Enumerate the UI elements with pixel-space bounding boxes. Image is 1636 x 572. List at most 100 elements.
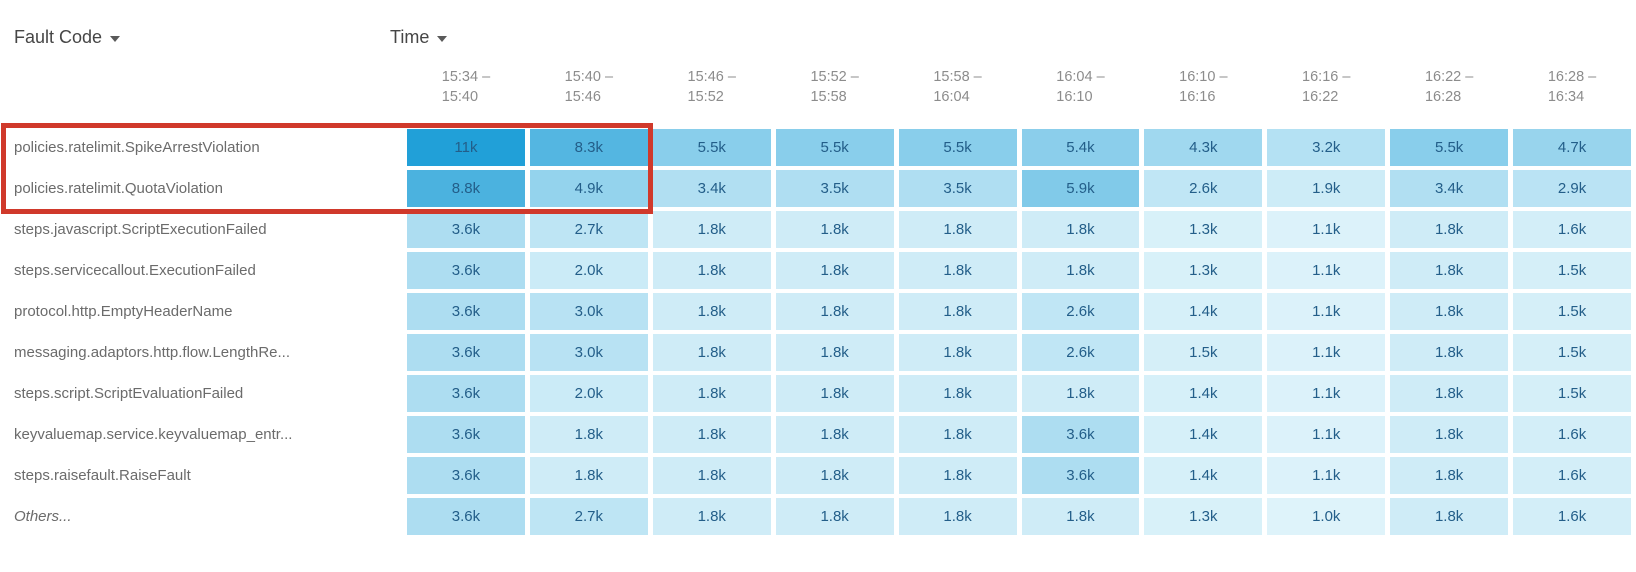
heatmap-cell[interactable]: 2.6k — [1021, 293, 1140, 330]
heatmap-cell[interactable]: 11k — [407, 129, 525, 166]
heatmap-cell[interactable]: 3.0k — [529, 293, 648, 330]
heatmap-cell[interactable]: 1.8k — [775, 252, 894, 289]
heatmap-cell[interactable]: 1.8k — [775, 498, 894, 535]
heatmap-cell[interactable]: 1.5k — [1513, 375, 1631, 412]
heatmap-cell[interactable]: 3.6k — [407, 498, 525, 535]
heatmap-cell[interactable]: 1.8k — [775, 334, 894, 371]
heatmap-cell[interactable]: 1.4k — [1144, 457, 1263, 494]
heatmap-cell[interactable]: 4.7k — [1513, 129, 1631, 166]
heatmap-cell[interactable]: 5.5k — [1390, 129, 1509, 166]
heatmap-cell[interactable]: 1.1k — [1267, 416, 1386, 453]
heatmap-cell[interactable]: 1.1k — [1267, 457, 1386, 494]
heatmap-cell[interactable]: 1.0k — [1267, 498, 1386, 535]
heatmap-cell[interactable]: 1.8k — [1390, 211, 1509, 248]
heatmap-cell[interactable]: 1.3k — [1144, 211, 1263, 248]
heatmap-cell[interactable]: 1.8k — [1021, 375, 1140, 412]
heatmap-cell[interactable]: 3.6k — [407, 334, 525, 371]
heatmap-cell[interactable]: 1.8k — [1390, 375, 1509, 412]
heatmap-cell[interactable]: 1.4k — [1144, 416, 1263, 453]
heatmap-cell[interactable]: 1.1k — [1267, 252, 1386, 289]
heatmap-cell[interactable]: 1.3k — [1144, 252, 1263, 289]
heatmap-cell[interactable]: 5.5k — [898, 129, 1017, 166]
heatmap-cell[interactable]: 3.6k — [407, 293, 525, 330]
heatmap-cell[interactable]: 1.8k — [775, 293, 894, 330]
fault-code-sort-dropdown[interactable]: Fault Code — [14, 27, 121, 48]
heatmap-cell[interactable]: 3.5k — [775, 170, 894, 207]
heatmap-cell[interactable]: 5.5k — [652, 129, 771, 166]
heatmap-cell[interactable]: 3.6k — [407, 416, 525, 453]
heatmap-cell[interactable]: 1.6k — [1513, 416, 1631, 453]
heatmap-cell[interactable]: 1.8k — [898, 498, 1017, 535]
heatmap-cell[interactable]: 1.8k — [1390, 334, 1509, 371]
heatmap-cell[interactable]: 1.8k — [1390, 293, 1509, 330]
heatmap-cell[interactable]: 5.9k — [1021, 170, 1140, 207]
heatmap-cell[interactable]: 1.1k — [1267, 211, 1386, 248]
heatmap-cell[interactable]: 1.8k — [898, 334, 1017, 371]
heatmap-cell[interactable]: 1.1k — [1267, 293, 1386, 330]
heatmap-cell[interactable]: 8.8k — [407, 170, 525, 207]
heatmap-cell[interactable]: 3.4k — [1390, 170, 1509, 207]
heatmap-cell[interactable]: 3.6k — [407, 375, 525, 412]
heatmap-cell[interactable]: 1.8k — [898, 252, 1017, 289]
heatmap-cell[interactable]: 3.6k — [407, 457, 525, 494]
heatmap-cell[interactable]: 1.6k — [1513, 457, 1631, 494]
heatmap-cell[interactable]: 8.3k — [529, 129, 648, 166]
heatmap-cell[interactable]: 1.8k — [529, 416, 648, 453]
heatmap-cell[interactable]: 3.5k — [898, 170, 1017, 207]
heatmap-cell[interactable]: 1.8k — [652, 293, 771, 330]
heatmap-cell[interactable]: 5.5k — [775, 129, 894, 166]
heatmap-cell[interactable]: 1.8k — [652, 416, 771, 453]
heatmap-cell[interactable]: 1.5k — [1513, 293, 1631, 330]
heatmap-cell[interactable]: 1.4k — [1144, 375, 1263, 412]
heatmap-cell[interactable]: 1.8k — [652, 457, 771, 494]
heatmap-cell[interactable]: 5.4k — [1021, 129, 1140, 166]
heatmap-cell[interactable]: 3.6k — [1021, 416, 1140, 453]
heatmap-cell[interactable]: 1.8k — [775, 416, 894, 453]
heatmap-cell[interactable]: 1.9k — [1267, 170, 1386, 207]
heatmap-cell[interactable]: 1.8k — [1390, 416, 1509, 453]
heatmap-cell[interactable]: 4.9k — [529, 170, 648, 207]
heatmap-cell[interactable]: 1.8k — [1390, 252, 1509, 289]
heatmap-cell[interactable]: 3.4k — [652, 170, 771, 207]
heatmap-cell[interactable]: 1.8k — [898, 211, 1017, 248]
heatmap-cell[interactable]: 1.1k — [1267, 334, 1386, 371]
heatmap-cell[interactable]: 1.8k — [1021, 498, 1140, 535]
heatmap-cell[interactable]: 2.6k — [1144, 170, 1263, 207]
heatmap-cell[interactable]: 2.7k — [529, 211, 648, 248]
heatmap-cell[interactable]: 1.8k — [652, 375, 771, 412]
heatmap-cell[interactable]: 2.9k — [1513, 170, 1631, 207]
heatmap-cell[interactable]: 3.6k — [407, 252, 525, 289]
heatmap-cell[interactable]: 1.6k — [1513, 498, 1631, 535]
heatmap-cell[interactable]: 1.8k — [775, 457, 894, 494]
heatmap-cell[interactable]: 1.8k — [898, 457, 1017, 494]
heatmap-cell[interactable]: 1.8k — [652, 211, 771, 248]
heatmap-cell[interactable]: 2.0k — [529, 375, 648, 412]
heatmap-cell[interactable]: 1.8k — [898, 293, 1017, 330]
heatmap-cell[interactable]: 1.3k — [1144, 498, 1263, 535]
heatmap-cell[interactable]: 1.8k — [898, 416, 1017, 453]
heatmap-cell[interactable]: 4.3k — [1144, 129, 1263, 166]
heatmap-cell[interactable]: 1.5k — [1513, 334, 1631, 371]
heatmap-cell[interactable]: 2.6k — [1021, 334, 1140, 371]
heatmap-cell[interactable]: 1.8k — [775, 375, 894, 412]
heatmap-cell[interactable]: 1.8k — [1390, 457, 1509, 494]
heatmap-cell[interactable]: 1.1k — [1267, 375, 1386, 412]
heatmap-cell[interactable]: 1.8k — [1021, 252, 1140, 289]
heatmap-cell[interactable]: 1.8k — [529, 457, 648, 494]
heatmap-cell[interactable]: 3.6k — [1021, 457, 1140, 494]
heatmap-cell[interactable]: 1.5k — [1513, 252, 1631, 289]
heatmap-cell[interactable]: 2.7k — [529, 498, 648, 535]
heatmap-cell[interactable]: 1.8k — [652, 498, 771, 535]
heatmap-cell[interactable]: 3.6k — [407, 211, 525, 248]
heatmap-cell[interactable]: 1.8k — [1390, 498, 1509, 535]
heatmap-cell[interactable]: 3.0k — [529, 334, 648, 371]
heatmap-cell[interactable]: 2.0k — [529, 252, 648, 289]
heatmap-cell[interactable]: 1.5k — [1144, 334, 1263, 371]
heatmap-cell[interactable]: 1.6k — [1513, 211, 1631, 248]
heatmap-cell[interactable]: 3.2k — [1267, 129, 1386, 166]
heatmap-cell[interactable]: 1.8k — [1021, 211, 1140, 248]
heatmap-cell[interactable]: 1.8k — [775, 211, 894, 248]
heatmap-cell[interactable]: 1.8k — [898, 375, 1017, 412]
heatmap-cell[interactable]: 1.4k — [1144, 293, 1263, 330]
heatmap-cell[interactable]: 1.8k — [652, 334, 771, 371]
